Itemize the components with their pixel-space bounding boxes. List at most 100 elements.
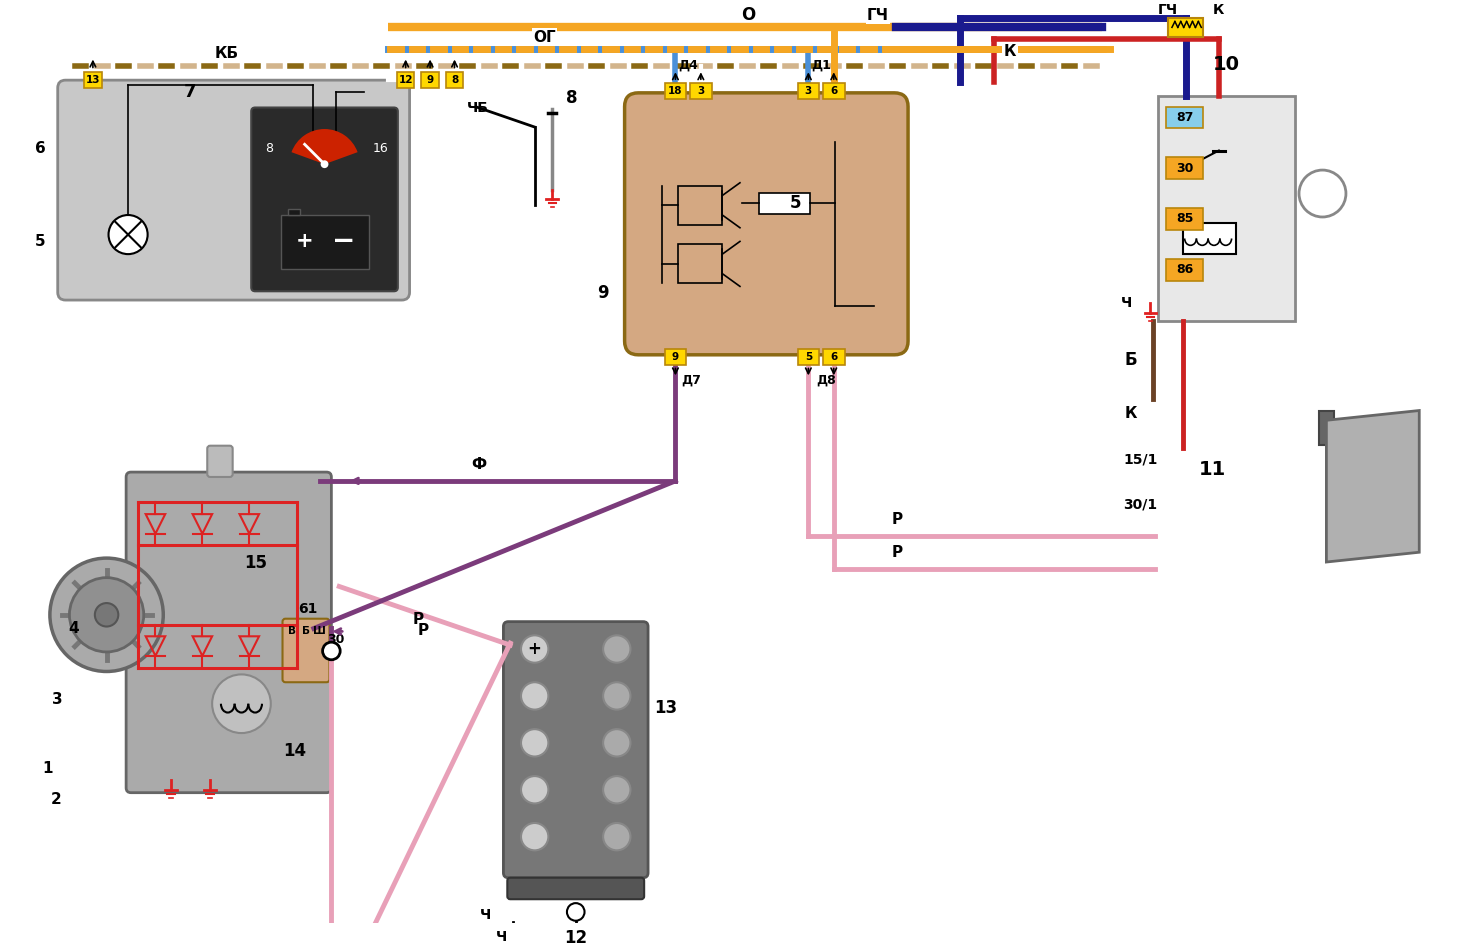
Bar	[678, 244, 723, 283]
FancyBboxPatch shape	[58, 80, 410, 300]
FancyBboxPatch shape	[507, 878, 645, 900]
Text: Ф: Ф	[471, 457, 487, 472]
Text: 14: 14	[283, 742, 307, 760]
Bar	[84, 73, 102, 88]
Text: Р: Р	[891, 545, 903, 560]
Bar	[1168, 18, 1204, 37]
Text: +: +	[528, 640, 541, 658]
Circle shape	[320, 160, 329, 168]
Text: КБ: КБ	[215, 46, 239, 61]
Circle shape	[603, 823, 630, 851]
Bar	[690, 83, 711, 99]
FancyBboxPatch shape	[127, 472, 332, 793]
Text: 5: 5	[805, 352, 813, 362]
Text: ЧБ: ЧБ	[468, 100, 488, 114]
Text: 9: 9	[597, 284, 609, 302]
Text: Р: Р	[413, 612, 423, 627]
Text: 10: 10	[1214, 55, 1240, 74]
Bar	[665, 83, 686, 99]
Circle shape	[521, 635, 549, 663]
Text: 8: 8	[266, 142, 273, 155]
FancyBboxPatch shape	[503, 622, 648, 878]
Text: 7: 7	[183, 83, 196, 101]
Text: 86: 86	[1176, 263, 1193, 277]
Bar	[1167, 158, 1204, 178]
Text: 12: 12	[398, 76, 413, 85]
Bar	[1167, 209, 1204, 229]
Bar	[823, 349, 845, 364]
Text: К: К	[1214, 3, 1224, 17]
Bar	[280, 215, 369, 269]
Text: Д4: Д4	[678, 59, 698, 72]
FancyBboxPatch shape	[624, 93, 909, 355]
Circle shape	[521, 729, 549, 756]
Text: 6: 6	[830, 86, 838, 96]
Text: О: О	[740, 6, 755, 24]
Bar	[445, 73, 463, 88]
Text: Ч: Ч	[481, 908, 491, 922]
Text: 6: 6	[830, 352, 838, 362]
Text: 6: 6	[35, 141, 46, 156]
Text: 13: 13	[653, 699, 677, 716]
Circle shape	[603, 729, 630, 756]
Text: 30/1: 30/1	[1124, 497, 1158, 512]
Text: 4: 4	[68, 621, 78, 636]
Bar	[798, 349, 819, 364]
Bar	[760, 193, 810, 214]
Circle shape	[50, 558, 164, 671]
Circle shape	[603, 635, 630, 663]
Text: 13: 13	[86, 76, 100, 85]
Text: К: К	[1124, 406, 1137, 421]
Bar	[1183, 223, 1236, 254]
Bar	[823, 83, 845, 99]
Bar	[1167, 107, 1204, 128]
Text: 16: 16	[372, 142, 388, 155]
Text: Ш: Ш	[313, 627, 326, 636]
Text: 9: 9	[673, 352, 678, 362]
FancyBboxPatch shape	[251, 108, 398, 292]
Circle shape	[603, 683, 630, 710]
Bar	[1158, 95, 1295, 321]
Text: Д1: Д1	[811, 59, 830, 72]
Circle shape	[69, 578, 143, 652]
Text: 87: 87	[1176, 110, 1193, 124]
Bar	[678, 186, 723, 225]
Text: Б: Б	[302, 627, 310, 636]
Text: 18: 18	[668, 86, 683, 96]
Circle shape	[212, 674, 271, 733]
Circle shape	[521, 776, 549, 803]
Text: −: −	[332, 228, 355, 256]
Text: 3: 3	[53, 692, 63, 707]
Text: 1: 1	[43, 761, 53, 776]
Text: 5: 5	[35, 234, 46, 249]
Text: 9: 9	[426, 76, 434, 85]
Text: ОГ: ОГ	[532, 29, 556, 44]
Circle shape	[521, 683, 549, 710]
Text: 15/1: 15/1	[1124, 452, 1158, 466]
Text: +: +	[296, 231, 314, 251]
Circle shape	[323, 642, 341, 660]
Bar	[798, 83, 819, 99]
Wedge shape	[292, 129, 357, 164]
Bar	[289, 210, 299, 215]
Circle shape	[109, 215, 148, 254]
Circle shape	[521, 823, 549, 851]
Text: ГЧ: ГЧ	[1158, 3, 1179, 17]
Circle shape	[94, 603, 118, 627]
Text: ГЧ: ГЧ	[867, 8, 889, 23]
Text: Д8: Д8	[816, 374, 836, 387]
Text: Д7: Д7	[681, 374, 701, 387]
Text: Ч: Ч	[1121, 296, 1133, 310]
Bar	[1319, 411, 1335, 445]
Text: Ч: Ч	[496, 930, 507, 944]
Text: 30: 30	[327, 632, 345, 646]
FancyBboxPatch shape	[283, 618, 329, 683]
Circle shape	[603, 776, 630, 803]
Bar	[422, 73, 440, 88]
Text: 15: 15	[245, 554, 267, 572]
Text: 2: 2	[50, 792, 60, 807]
Text: 8: 8	[566, 89, 578, 107]
Text: К: К	[1004, 43, 1016, 59]
Circle shape	[1299, 170, 1347, 217]
Text: 3: 3	[805, 86, 813, 96]
